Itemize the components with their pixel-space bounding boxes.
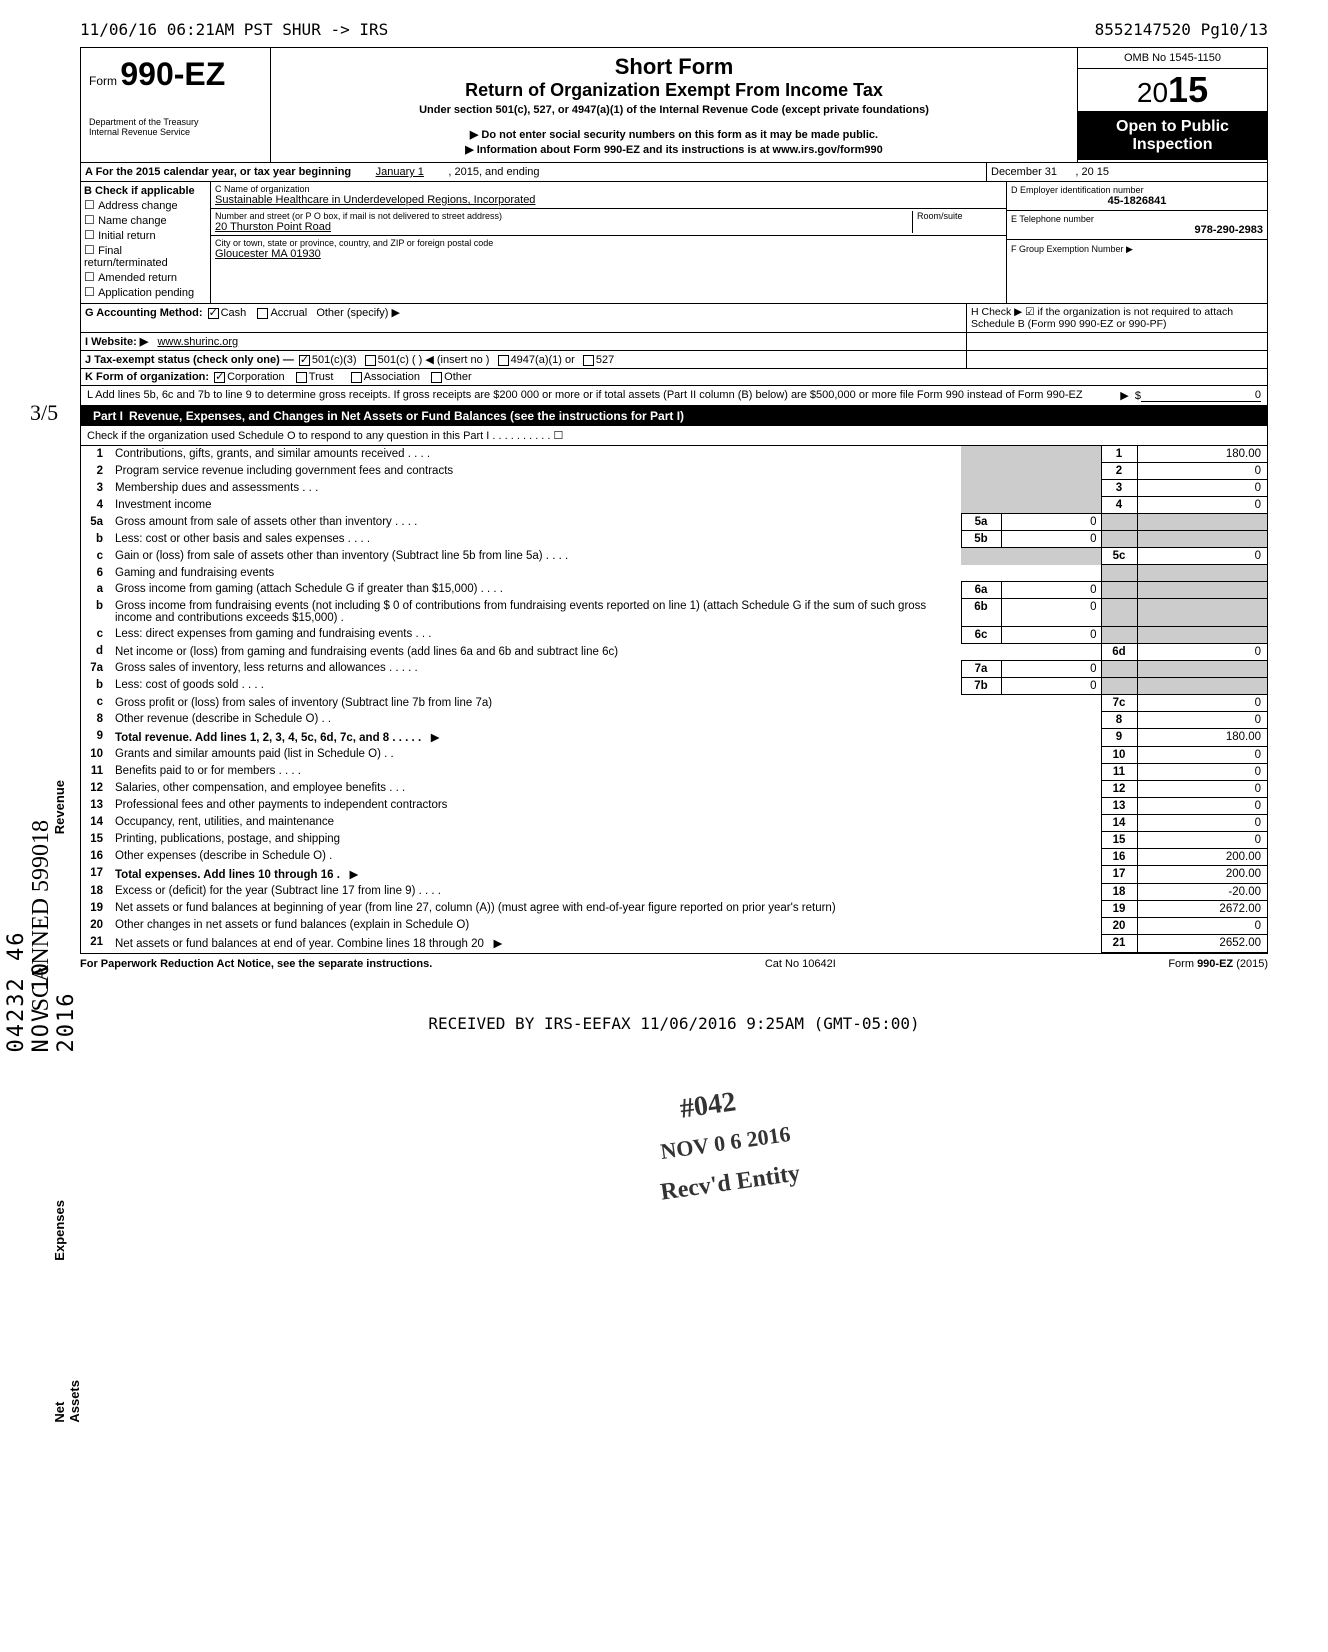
handwritten-fraction: 3/5 (30, 400, 58, 426)
part-1-header: Part I Revenue, Expenses, and Changes in… (81, 406, 1267, 426)
line-7b-val: 0 (1001, 677, 1101, 694)
group-exemption: F Group Exemption Number ▶ (1011, 244, 1133, 254)
form-note-2: ▶ Information about Form 990-EZ and its … (281, 143, 1067, 156)
line-19-val: 2672.00 (1137, 900, 1267, 917)
website: www.shurinc.org (157, 336, 238, 348)
open-to-public: Open to Public Inspection (1078, 112, 1267, 160)
telephone: 978-290-2983 (1011, 224, 1263, 236)
line-6d-val: 0 (1137, 643, 1267, 660)
fax-right: 8552147520 Pg10/13 (1095, 20, 1268, 39)
section-d: D Employer identification number 45-1826… (1007, 182, 1267, 303)
form-title-2: Return of Organization Exempt From Incom… (281, 80, 1067, 101)
chk-assoc[interactable] (351, 372, 362, 383)
chk-final-return[interactable]: Final return/terminated (84, 243, 207, 269)
form-note-1: ▶ Do not enter social security numbers o… (281, 128, 1067, 141)
chk-initial-return[interactable]: Initial return (84, 228, 207, 242)
form-title-1: Short Form (281, 54, 1067, 80)
stamp-date: NOV 0 6 2016 (659, 1121, 792, 1165)
line-6c-val: 0 (1001, 626, 1101, 643)
chk-address-change[interactable]: Address change (84, 198, 207, 212)
line-12-val: 0 (1137, 780, 1267, 797)
line-2-val: 0 (1137, 463, 1267, 480)
line-l: L Add lines 5b, 6c and 7b to line 9 to d… (81, 386, 1267, 406)
row-g-accounting: G Accounting Method: Cash Accrual Other … (81, 304, 967, 332)
ein: 45-1826841 (1011, 195, 1263, 207)
stamp-number: #042 (678, 1086, 738, 1125)
chk-amended[interactable]: Amended return (84, 270, 207, 284)
line-17-val: 200.00 (1137, 865, 1267, 883)
org-city: Gloucester MA 01930 (215, 248, 321, 260)
chk-pending[interactable]: Application pending (84, 285, 207, 299)
line-20-val: 0 (1137, 917, 1267, 934)
line-5b-val: 0 (1001, 531, 1101, 548)
line-4-val: 0 (1137, 497, 1267, 514)
lines-table: 1Contributions, gifts, grants, and simil… (81, 446, 1267, 953)
tax-year-end: December 31 , 20 15 (987, 163, 1267, 181)
chk-501c[interactable] (365, 355, 376, 366)
line-11-val: 0 (1137, 763, 1267, 780)
line-10-val: 0 (1137, 746, 1267, 763)
tax-year: 20201515 (1078, 69, 1267, 112)
row-h: H Check ▶ ☑ if the organization is not r… (967, 304, 1267, 332)
row-j-status: J Tax-exempt status (check only one) — 5… (81, 351, 967, 368)
form-footer: For Paperwork Reduction Act Notice, see … (80, 954, 1268, 974)
dept-treasury: Department of the Treasury Internal Reve… (89, 117, 262, 137)
line-18-val: -20.00 (1137, 883, 1267, 900)
form-id-footer: Form 990-EZ (2015) (1168, 958, 1268, 970)
chk-other-org[interactable] (431, 372, 442, 383)
part-1-check: Check if the organization used Schedule … (81, 426, 1267, 446)
line-5c-val: 0 (1137, 548, 1267, 565)
form-subtitle: Under section 501(c), 527, or 4947(a)(1)… (281, 104, 1067, 116)
chk-cash[interactable] (208, 308, 219, 319)
fax-header: 11/06/16 06:21AM PST SHUR -> IRS 8552147… (80, 20, 1268, 39)
form-990ez: Form 990-EZ Department of the Treasury I… (80, 47, 1268, 954)
vert-stamp-2: SCANNED 599018 (28, 820, 55, 1011)
chk-4947[interactable] (498, 355, 509, 366)
side-label-net-assets: Net Assets (52, 1380, 82, 1423)
org-name: Sustainable Healthcare in Underdeveloped… (215, 194, 535, 206)
line-6b-val: 0 (1001, 598, 1101, 626)
chk-trust[interactable] (296, 372, 307, 383)
fax-footer: RECEIVED BY IRS-EEFAX 11/06/2016 9:25AM … (80, 1014, 1268, 1033)
line-l-value: 0 (1141, 389, 1261, 402)
side-label-expenses: Expenses (52, 1200, 67, 1261)
line-21-val: 2652.00 (1137, 934, 1267, 952)
line-1-val: 180.00 (1137, 446, 1267, 463)
section-b: B Check if applicable Address change Nam… (81, 182, 211, 303)
line-a: A For the 2015 calendar year, or tax yea… (81, 163, 987, 181)
stamp-recvd: Recv'd Entity (659, 1160, 802, 1206)
org-street: 20 Thurston Point Road (215, 221, 331, 233)
chk-501c3[interactable] (299, 355, 310, 366)
tax-year-begin: January 1 (376, 166, 424, 178)
line-3-val: 0 (1137, 480, 1267, 497)
line-14-val: 0 (1137, 814, 1267, 831)
chk-accrual[interactable] (257, 308, 268, 319)
row-k-form: K Form of organization: Corporation Trus… (81, 369, 1267, 385)
line-16-val: 200.00 (1137, 848, 1267, 865)
row-i-website: I Website: ▶ www.shurinc.org (81, 333, 967, 350)
room-suite-label: Room/suite (912, 211, 1002, 233)
chk-name-change[interactable]: Name change (84, 213, 207, 227)
line-9-val: 180.00 (1137, 728, 1267, 746)
line-7a-val: 0 (1001, 660, 1101, 677)
line-15-val: 0 (1137, 831, 1267, 848)
line-5a-val: 0 (1001, 514, 1101, 531)
omb-number: OMB No 1545-1150 (1078, 48, 1267, 69)
line-6a-val: 0 (1001, 581, 1101, 598)
fax-left: 11/06/16 06:21AM PST SHUR -> IRS (80, 20, 388, 39)
chk-527[interactable] (583, 355, 594, 366)
line-13-val: 0 (1137, 797, 1267, 814)
line-7c-val: 0 (1137, 694, 1267, 711)
line-8-val: 0 (1137, 711, 1267, 728)
form-number: Form 990-EZ (89, 56, 262, 93)
section-c: C Name of organization Sustainable Healt… (211, 182, 1007, 303)
chk-corp[interactable] (214, 372, 225, 383)
